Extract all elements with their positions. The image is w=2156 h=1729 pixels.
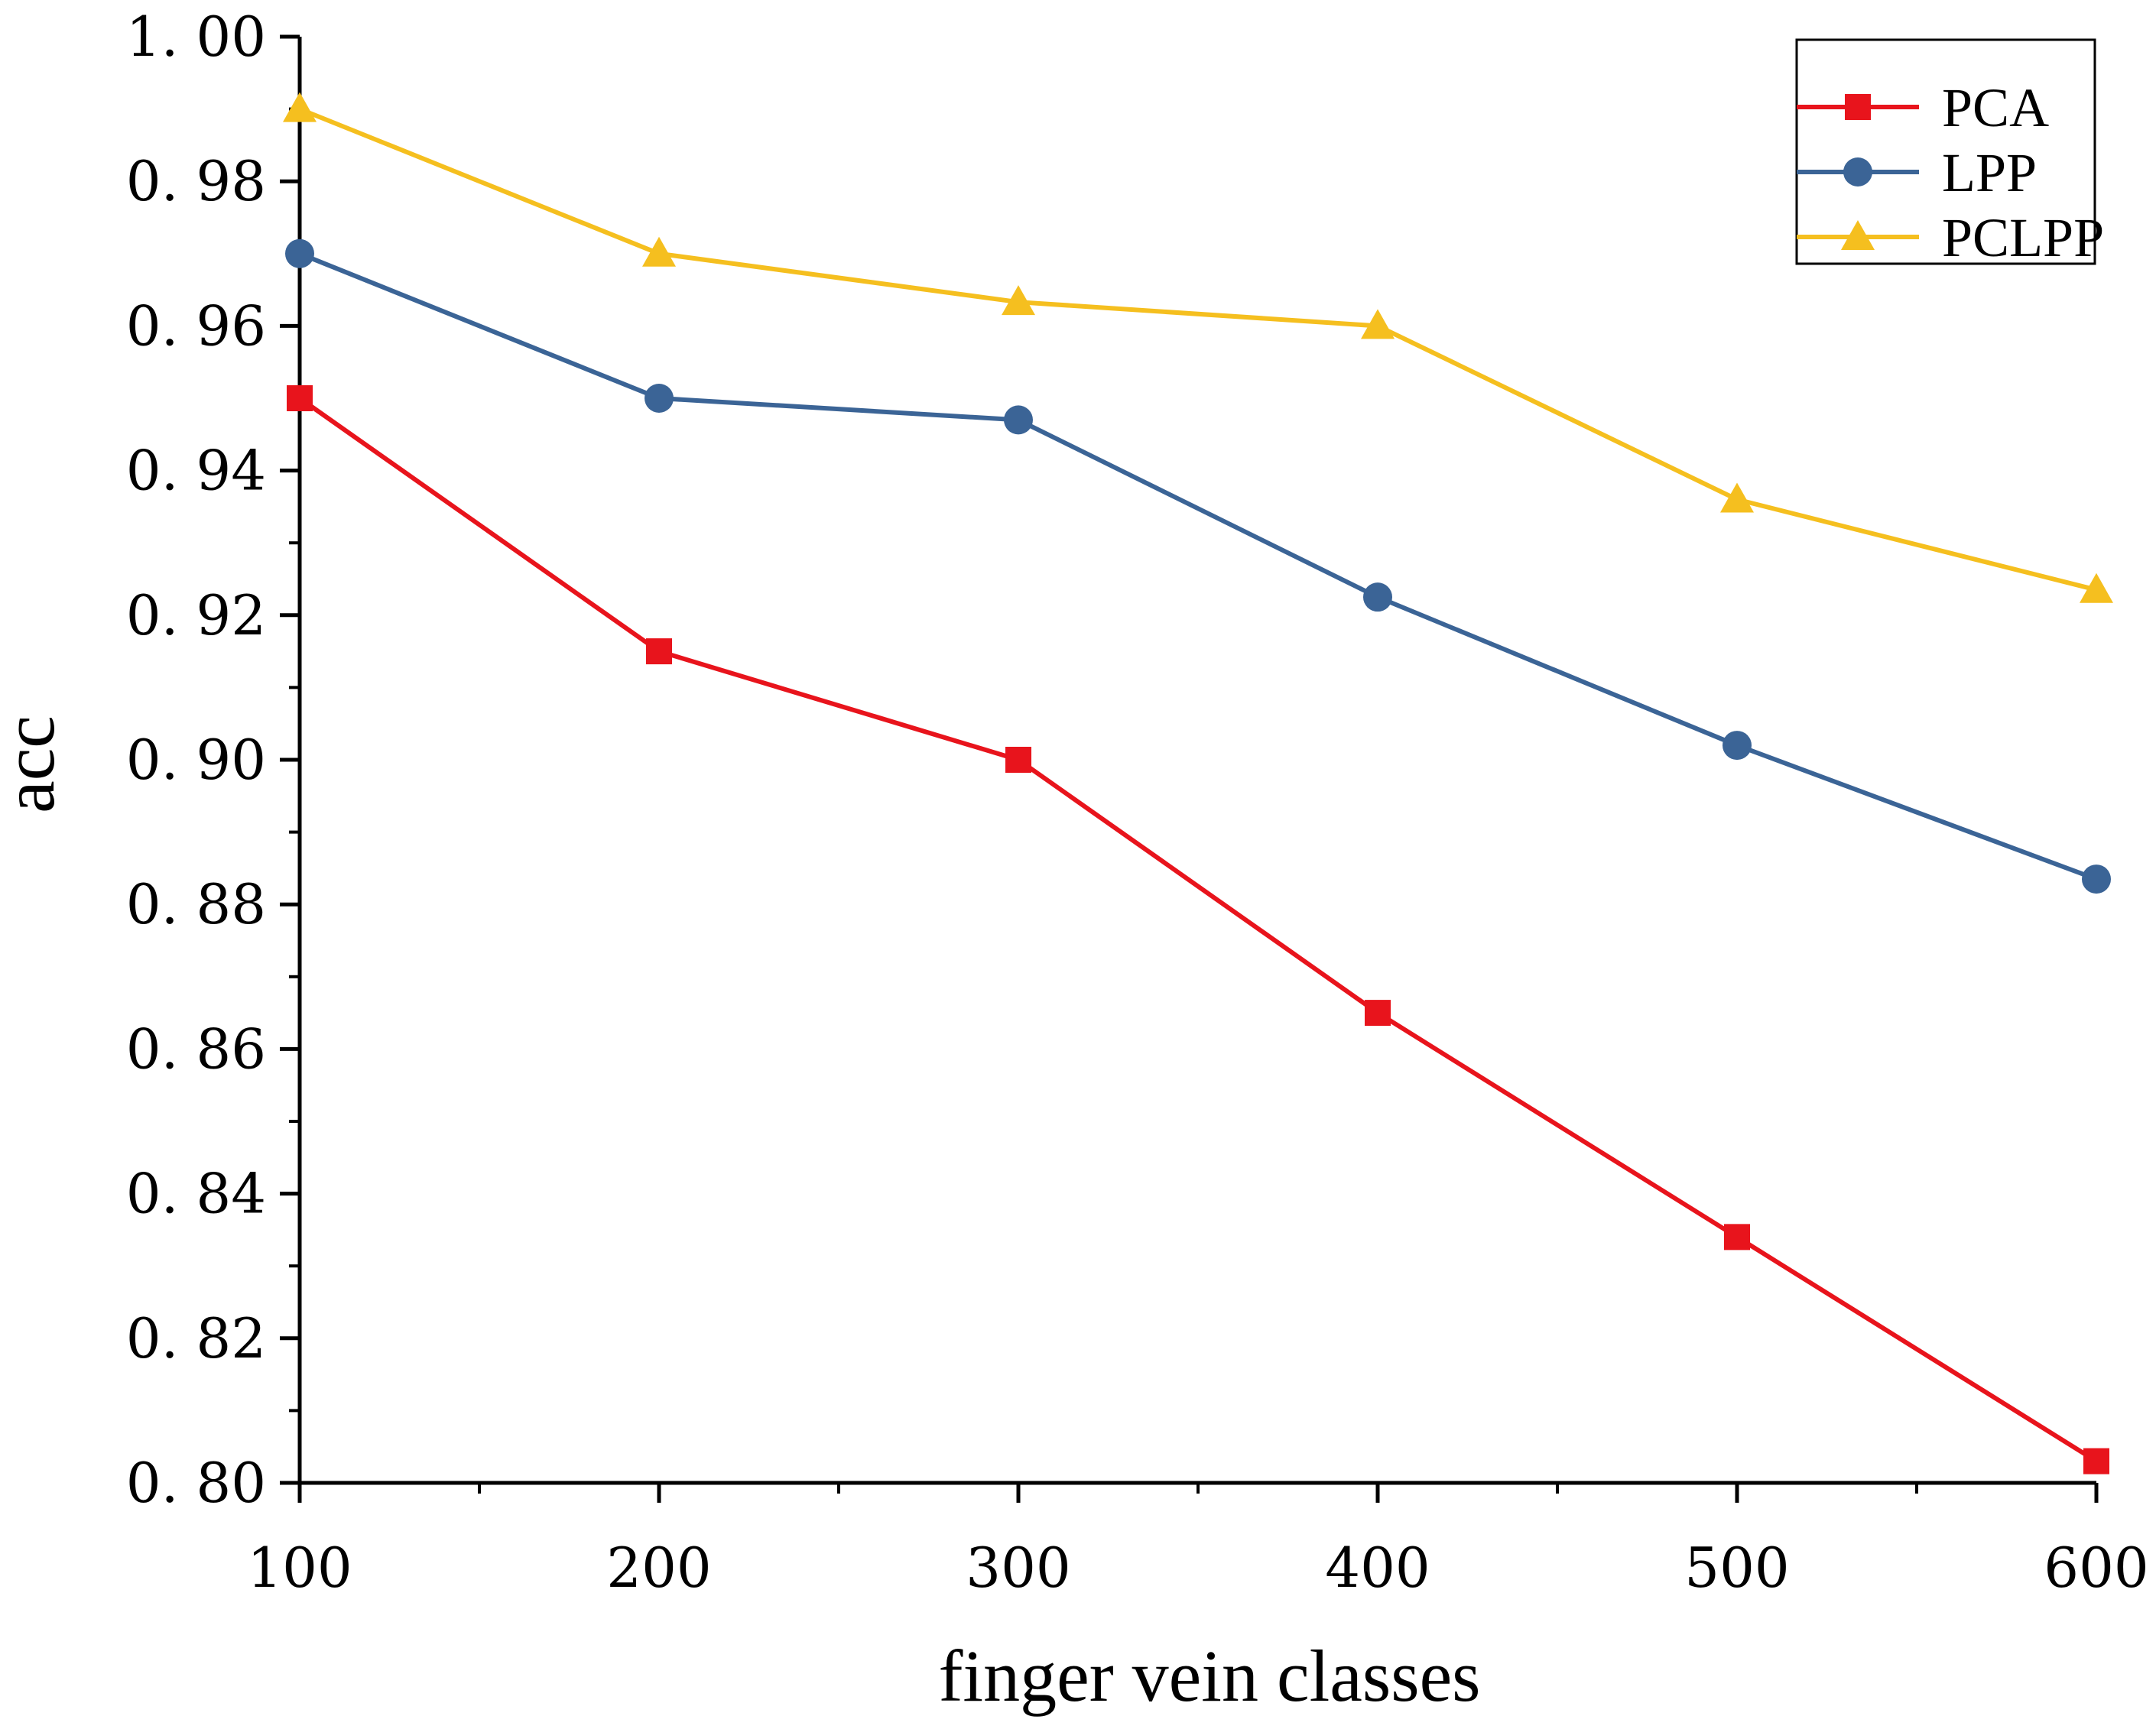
data-point-lpp — [645, 384, 674, 413]
y-tick-label: 0. 94 — [126, 439, 266, 503]
data-point-lpp — [285, 238, 314, 268]
y-tick-label: 0. 80 — [126, 1451, 266, 1515]
data-point-pclpp — [1361, 309, 1395, 339]
x-tick-label: 100 — [247, 1536, 352, 1600]
data-point-pclpp — [642, 236, 676, 267]
x-tick-label: 400 — [1325, 1536, 1430, 1600]
y-axis-title: acc — [0, 715, 70, 813]
data-point-pclpp — [1002, 285, 1035, 316]
data-point-lpp — [1723, 731, 1752, 761]
data-point-lpp — [1363, 582, 1392, 612]
data-point-pca — [2083, 1448, 2109, 1474]
data-point-pca — [1365, 1000, 1391, 1027]
series-pclpp — [283, 92, 2113, 603]
legend-marker-pclpp — [1841, 220, 1875, 250]
data-point-pca — [646, 638, 672, 665]
y-tick-label: 0. 98 — [126, 149, 266, 213]
data-point-pclpp — [1720, 482, 1754, 513]
series-line-lpp — [298, 251, 2098, 881]
y-tick-label: 0. 82 — [126, 1306, 266, 1371]
series-line-pca — [298, 396, 2098, 1464]
data-point-lpp — [1004, 405, 1033, 435]
legend-marker-pca — [1845, 94, 1871, 120]
x-tick-label: 500 — [1684, 1536, 1789, 1600]
series-pca — [287, 385, 2109, 1474]
legend-label-pclpp: PCLPP — [1942, 207, 2104, 268]
series-line-pclpp — [298, 106, 2097, 592]
x-axis-title: finger vein classes — [938, 1635, 1480, 1717]
legend-box — [1795, 38, 2096, 265]
data-point-pca — [287, 385, 313, 411]
series-lpp — [285, 238, 2111, 894]
data-point-pca — [1005, 747, 1031, 773]
legend-label-pca: PCA — [1942, 77, 2049, 138]
y-tick-label: 0. 90 — [126, 728, 266, 792]
y-tick-label: 0. 92 — [126, 583, 266, 647]
x-tick-label: 200 — [606, 1536, 711, 1600]
legend-label-lpp: LPP — [1942, 142, 2037, 203]
data-point-pclpp — [283, 92, 317, 122]
data-point-pca — [1724, 1224, 1750, 1251]
legend-marker-lpp — [1843, 157, 1872, 187]
y-tick-label: 0. 84 — [126, 1162, 266, 1226]
y-tick-label: 0. 86 — [126, 1017, 266, 1081]
x-tick-label: 300 — [966, 1536, 1070, 1600]
y-tick-label: 1. 00 — [126, 5, 266, 69]
y-tick-label: 0. 88 — [126, 872, 266, 936]
x-tick-label: 600 — [2044, 1536, 2148, 1600]
data-point-pclpp — [2080, 573, 2113, 603]
y-tick-label: 0. 96 — [126, 294, 266, 358]
data-point-lpp — [2082, 864, 2111, 894]
plot-area: 0. 80 0. 82 0. 84 0. 86 0. 88 0. 90 0. 92 0. 94… — [126, 5, 2149, 1600]
